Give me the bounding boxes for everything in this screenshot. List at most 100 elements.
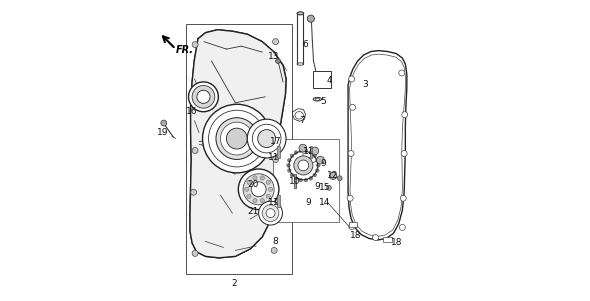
Circle shape xyxy=(313,154,317,158)
Circle shape xyxy=(399,70,405,76)
Circle shape xyxy=(208,110,265,167)
Circle shape xyxy=(266,209,275,218)
Circle shape xyxy=(253,124,281,153)
Text: 4: 4 xyxy=(326,76,332,85)
Text: 13: 13 xyxy=(268,52,280,61)
Circle shape xyxy=(192,42,198,48)
Bar xyxy=(349,222,358,228)
Circle shape xyxy=(197,90,210,103)
Text: 7: 7 xyxy=(300,116,306,125)
Circle shape xyxy=(294,176,298,180)
Circle shape xyxy=(161,120,167,126)
Circle shape xyxy=(298,160,309,171)
Circle shape xyxy=(260,176,264,180)
Circle shape xyxy=(266,194,270,198)
Ellipse shape xyxy=(313,98,322,101)
Text: 11: 11 xyxy=(268,198,280,207)
Circle shape xyxy=(276,59,280,64)
Bar xyxy=(313,71,331,88)
Circle shape xyxy=(307,15,314,22)
Bar xyxy=(384,237,392,242)
Circle shape xyxy=(348,150,354,157)
Text: 2: 2 xyxy=(231,279,237,288)
Circle shape xyxy=(287,159,291,162)
Circle shape xyxy=(202,104,271,173)
Circle shape xyxy=(401,150,407,157)
Circle shape xyxy=(191,189,196,195)
Polygon shape xyxy=(348,51,407,240)
Circle shape xyxy=(247,119,286,158)
Text: 9: 9 xyxy=(306,198,312,207)
Circle shape xyxy=(268,187,273,191)
Ellipse shape xyxy=(297,12,304,15)
Circle shape xyxy=(189,82,218,112)
Text: 21: 21 xyxy=(248,207,259,216)
Circle shape xyxy=(260,199,264,203)
Circle shape xyxy=(258,130,276,147)
Circle shape xyxy=(273,39,278,45)
Circle shape xyxy=(192,147,198,154)
Circle shape xyxy=(309,176,313,180)
Bar xyxy=(186,24,292,274)
Circle shape xyxy=(317,156,325,164)
Circle shape xyxy=(266,180,270,184)
Text: 9: 9 xyxy=(314,182,320,191)
Circle shape xyxy=(192,85,215,108)
Circle shape xyxy=(294,156,313,175)
Circle shape xyxy=(337,176,342,181)
Text: 10: 10 xyxy=(289,177,301,186)
Text: 12: 12 xyxy=(327,171,338,180)
Circle shape xyxy=(304,178,308,182)
Circle shape xyxy=(304,149,308,153)
Circle shape xyxy=(245,187,249,191)
Bar xyxy=(277,195,280,207)
Circle shape xyxy=(271,247,277,253)
Circle shape xyxy=(316,169,319,172)
Circle shape xyxy=(349,224,355,230)
Circle shape xyxy=(290,173,294,177)
Circle shape xyxy=(299,144,307,152)
Circle shape xyxy=(311,147,319,155)
Text: 18: 18 xyxy=(350,231,362,240)
Circle shape xyxy=(287,169,291,172)
Circle shape xyxy=(349,104,356,110)
Text: 15: 15 xyxy=(319,183,330,192)
Text: 20: 20 xyxy=(248,180,259,189)
Text: 11: 11 xyxy=(268,154,280,163)
Circle shape xyxy=(316,159,319,162)
Text: 14: 14 xyxy=(319,198,330,207)
Circle shape xyxy=(192,250,198,256)
Text: 5: 5 xyxy=(320,97,326,106)
Circle shape xyxy=(309,151,313,154)
Text: 16: 16 xyxy=(186,107,198,116)
Circle shape xyxy=(247,194,251,198)
Circle shape xyxy=(251,182,266,197)
Circle shape xyxy=(273,157,278,163)
Bar xyxy=(277,146,280,158)
Circle shape xyxy=(327,185,332,190)
Circle shape xyxy=(299,178,303,182)
Text: 9: 9 xyxy=(320,160,326,169)
Text: 8: 8 xyxy=(273,237,278,246)
Bar xyxy=(294,174,297,188)
Circle shape xyxy=(402,112,408,118)
Circle shape xyxy=(400,195,407,201)
Text: 19: 19 xyxy=(156,128,168,137)
Circle shape xyxy=(299,149,303,153)
Circle shape xyxy=(258,201,283,225)
Circle shape xyxy=(349,76,355,82)
Circle shape xyxy=(287,164,290,167)
Bar xyxy=(310,146,312,158)
Text: 17: 17 xyxy=(270,137,281,146)
Circle shape xyxy=(316,164,320,167)
Text: 3: 3 xyxy=(362,80,368,89)
Text: 11: 11 xyxy=(303,147,314,157)
Circle shape xyxy=(243,174,274,205)
Circle shape xyxy=(247,180,251,184)
Circle shape xyxy=(372,234,379,240)
Circle shape xyxy=(227,128,247,149)
Circle shape xyxy=(221,122,253,155)
Text: 6: 6 xyxy=(303,40,309,49)
Circle shape xyxy=(330,172,337,179)
Circle shape xyxy=(253,176,257,180)
